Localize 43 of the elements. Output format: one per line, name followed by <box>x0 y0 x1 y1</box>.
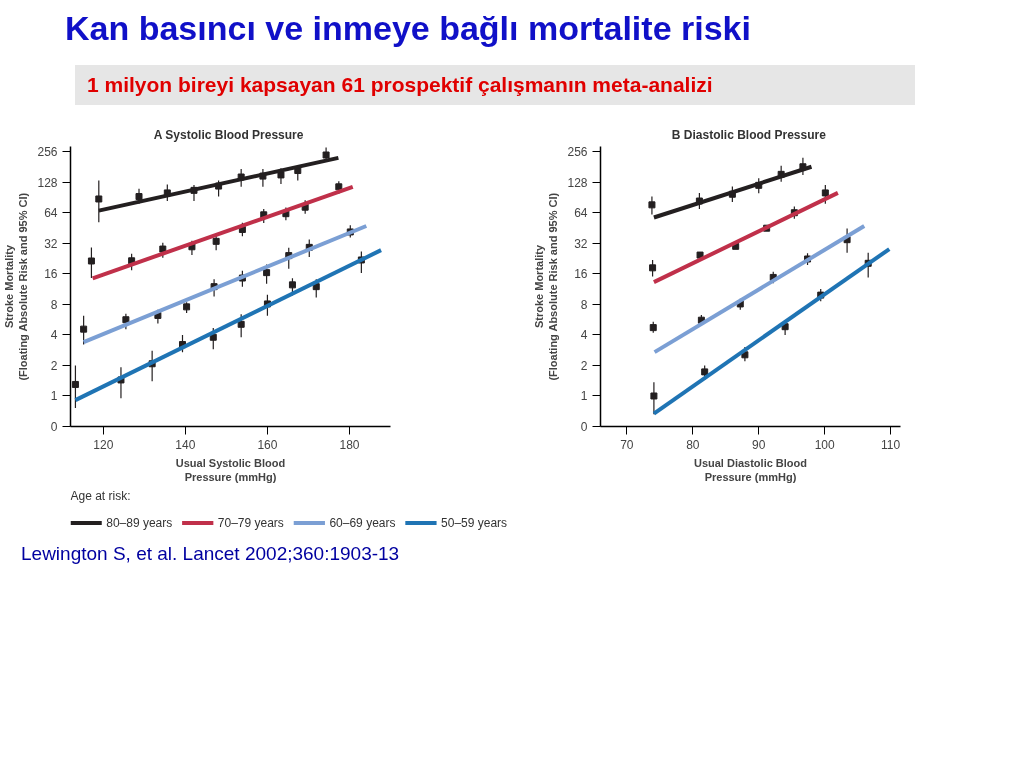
y-tick-label: 128 <box>567 175 588 190</box>
y-axis-title: Stroke Mortality (Floating Absolute Risk and 95% CI) <box>3 192 30 381</box>
chart-title: B Diastolic Blood Pressure <box>671 127 827 142</box>
legend-label: 50–59 years <box>441 516 508 530</box>
y-tick-label: 0 <box>50 420 58 434</box>
legend-label: 80–89 years <box>106 516 173 530</box>
y-tick-label: 0 <box>580 420 588 434</box>
x-tick-label: 80 <box>686 437 700 452</box>
x-tick-label: 90 <box>752 437 766 452</box>
x-tick-label: 120 <box>93 437 114 452</box>
x-axis-title: Usual Diastolic Blood Pressure (mmHg) <box>693 456 808 483</box>
y-tick-label: 4 <box>50 328 58 343</box>
y-tick-label: 256 <box>37 145 58 160</box>
chart-title: A Systolic Blood Pressure <box>153 127 304 142</box>
x-tick-label: 70 <box>620 437 634 452</box>
x-tick-label: 180 <box>339 437 360 452</box>
text: Lewington S, et al. Lancet 2002;360:1903-13 <box>20 542 400 566</box>
y-tick-label: 16 <box>574 267 588 282</box>
y-tick-label: 8 <box>50 297 58 312</box>
x-axis-title: Usual Systolic Blood Pressure (mmHg) <box>175 456 286 483</box>
y-tick-label: 32 <box>574 236 588 251</box>
y-tick-label: 256 <box>567 145 588 160</box>
legend-label: 60–69 years <box>329 516 396 530</box>
x-tick-label: 110 <box>881 437 901 452</box>
y-tick-label: 8 <box>580 297 588 312</box>
x-tick-label: 100 <box>814 437 836 452</box>
y-tick-label: 1 <box>580 389 588 404</box>
y-tick-label: 32 <box>44 236 58 251</box>
y-tick-label: 4 <box>580 328 588 343</box>
y-tick-label: 128 <box>37 175 58 190</box>
y-tick-label: 64 <box>44 206 58 221</box>
y-tick-label: 2 <box>50 359 58 373</box>
y-tick-label: 64 <box>574 206 588 221</box>
text: Kan basıncı ve inmeye bağlı mortalite riski <box>64 8 751 49</box>
text: 1 milyon bireyi kapsayan 61 prospektif çalışmanın meta-analizi <box>75 65 915 105</box>
x-tick-label: 160 <box>257 437 278 452</box>
y-axis-title: Stroke Mortality (Floating Absolute Risk and 95% CI) <box>533 192 560 381</box>
legend-label: 70–79 years <box>217 516 284 530</box>
y-tick-label: 16 <box>44 267 58 282</box>
x-tick-label: 140 <box>175 437 196 452</box>
legend-title: Age at risk: <box>70 488 131 503</box>
y-tick-label: 2 <box>580 359 588 373</box>
y-tick-label: 1 <box>50 389 58 404</box>
